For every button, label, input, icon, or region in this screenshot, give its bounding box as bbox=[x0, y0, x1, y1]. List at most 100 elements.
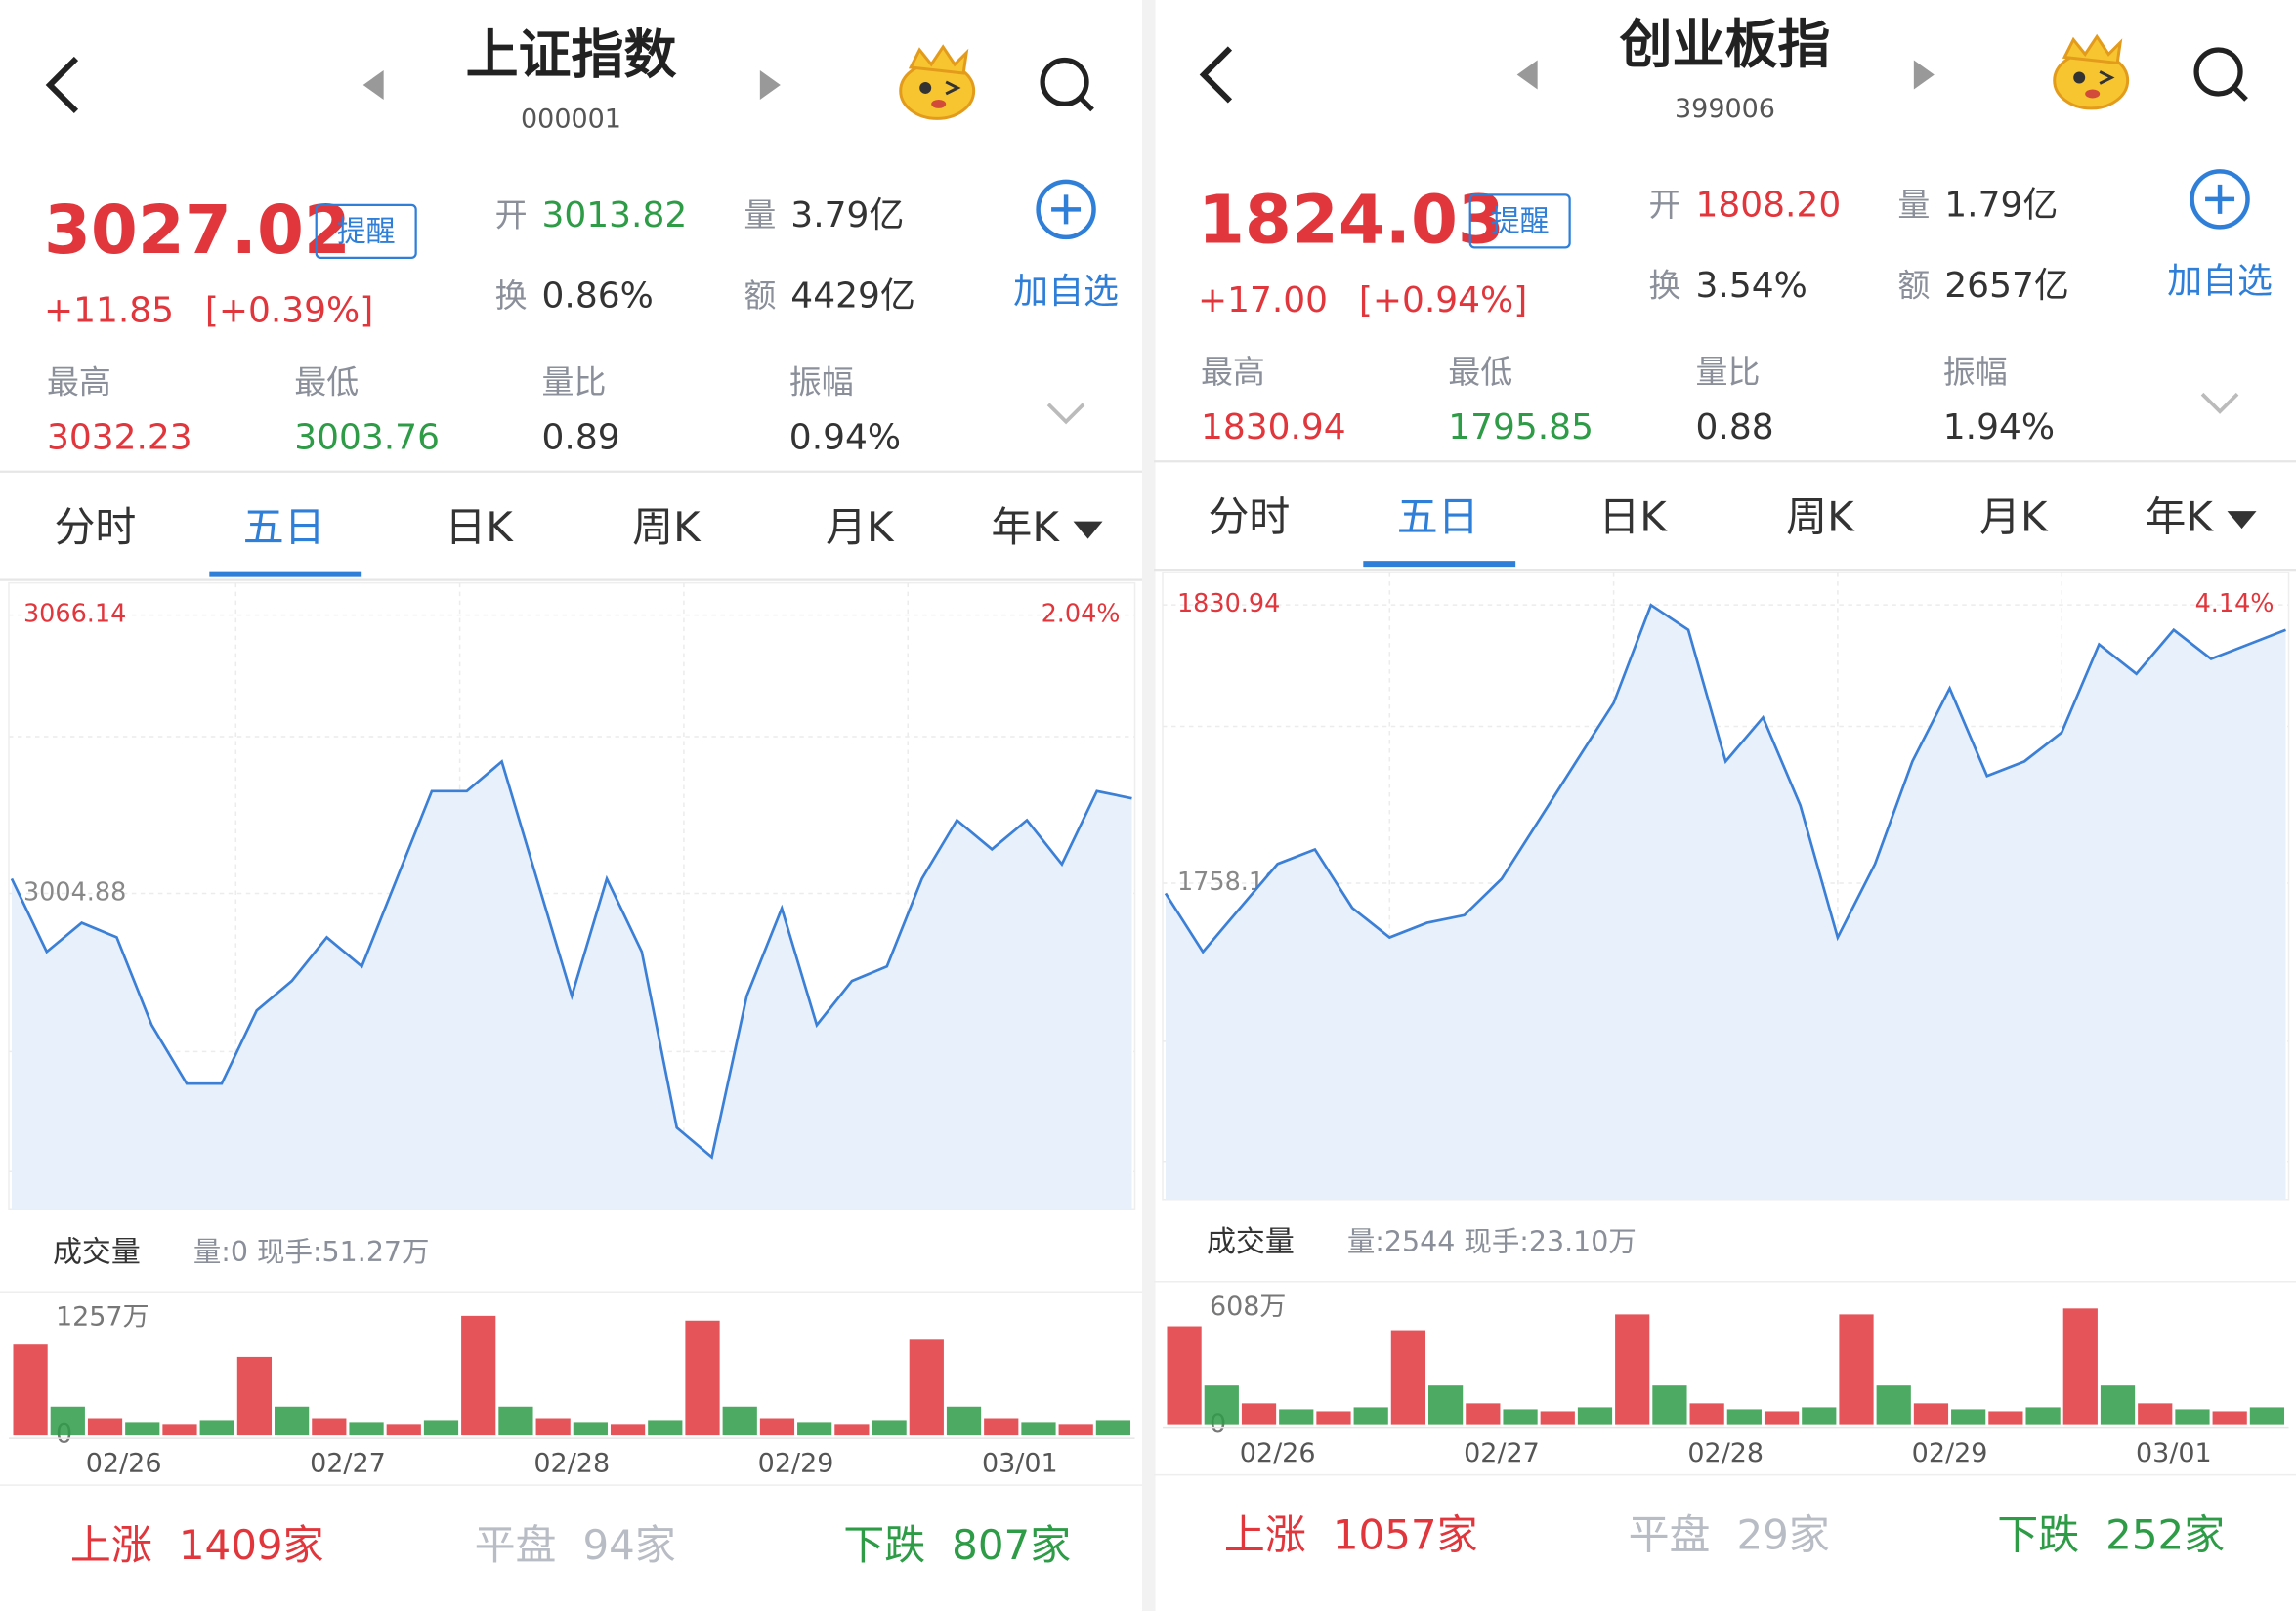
quote-label: 开 bbox=[495, 195, 528, 233]
mascot-icon[interactable] bbox=[899, 44, 976, 120]
volume-bar bbox=[461, 1315, 496, 1436]
volume-bar bbox=[759, 1418, 795, 1436]
period-tab[interactable]: 周K bbox=[1786, 493, 1855, 541]
quote-value: 1.79亿 bbox=[1944, 185, 2058, 225]
stat-value: 0.94% bbox=[789, 418, 901, 458]
price-line bbox=[10, 759, 1132, 1160]
prev-arrow[interactable] bbox=[1516, 60, 1538, 90]
quote-label: 量 bbox=[744, 195, 776, 233]
volume-bar bbox=[87, 1418, 123, 1436]
y2-tick-label: 2.04% bbox=[1042, 600, 1121, 629]
next-arrow[interactable] bbox=[1913, 60, 1935, 90]
add-watch-label[interactable]: 加自选 bbox=[2167, 261, 2273, 301]
remind-button[interactable] bbox=[315, 203, 417, 259]
x-tick-label: 02/26 bbox=[86, 1449, 162, 1479]
search-icon[interactable] bbox=[1040, 57, 1089, 107]
breadth-value: 1057家 bbox=[1333, 1511, 1478, 1559]
next-arrow[interactable] bbox=[759, 69, 781, 100]
x-tick-label: 02/28 bbox=[1687, 1438, 1764, 1468]
period-tab[interactable]: 月K bbox=[826, 503, 895, 551]
add-watch-label[interactable]: 加自选 bbox=[1013, 272, 1119, 312]
volume-bar bbox=[2175, 1409, 2210, 1425]
mascot-icon[interactable] bbox=[2053, 33, 2130, 110]
x-tick-label: 02/27 bbox=[310, 1449, 386, 1479]
volume-bar bbox=[797, 1422, 832, 1436]
volume-tick-label: 608万 bbox=[1210, 1292, 1286, 1322]
volume-bar bbox=[199, 1420, 234, 1436]
remind-label: 提醒 bbox=[1491, 204, 1550, 238]
period-tab[interactable]: 周K bbox=[632, 503, 702, 551]
search-handle bbox=[1079, 96, 1094, 112]
y2-tick-label: 4.14% bbox=[2195, 589, 2275, 618]
volume-bar bbox=[423, 1420, 459, 1436]
volume-bar bbox=[984, 1418, 1019, 1436]
add-watch-icon[interactable] bbox=[2190, 169, 2250, 230]
tab-underline bbox=[209, 571, 362, 577]
period-tab[interactable]: 分时 bbox=[1208, 493, 1290, 541]
volume-bar bbox=[2212, 1411, 2247, 1425]
period-tab[interactable]: 五日 bbox=[1397, 493, 1479, 541]
y-tick-label: 3066.14 bbox=[23, 600, 126, 629]
search-icon[interactable] bbox=[2193, 47, 2243, 97]
stat-value: 0.89 bbox=[542, 418, 620, 458]
period-tab[interactable]: 日K bbox=[1598, 493, 1668, 541]
chart-frame bbox=[8, 581, 1136, 1210]
price: 1824.03 bbox=[1198, 181, 1505, 259]
volume-bar bbox=[1021, 1422, 1056, 1436]
quote-value: 3013.82 bbox=[542, 195, 688, 235]
period-tab[interactable]: 分时 bbox=[54, 503, 136, 551]
tab-dropdown[interactable] bbox=[1073, 521, 1103, 539]
quote-label: 额 bbox=[1897, 266, 1930, 304]
period-tab[interactable]: 年K bbox=[991, 503, 1060, 551]
volume-bar bbox=[236, 1356, 273, 1436]
breadth-value: 807家 bbox=[952, 1521, 1071, 1569]
stat-label: 量比 bbox=[1696, 353, 1761, 391]
volume-bar bbox=[1466, 1403, 1501, 1425]
quote-value: 0.86% bbox=[542, 276, 654, 316]
period-tab[interactable]: 日K bbox=[445, 503, 514, 551]
volume-bar bbox=[275, 1406, 310, 1436]
mascot-wink bbox=[2099, 70, 2115, 85]
back-button[interactable] bbox=[1199, 46, 1233, 104]
x-tick-label: 02/29 bbox=[758, 1449, 834, 1479]
volume-bar bbox=[498, 1406, 533, 1436]
volume-bar bbox=[1058, 1424, 1093, 1436]
volume-bar bbox=[2249, 1407, 2285, 1425]
prev-arrow[interactable] bbox=[362, 69, 384, 100]
volume-bar bbox=[1279, 1409, 1314, 1425]
quote-value: 2657亿 bbox=[1944, 266, 2069, 306]
x-tick-label: 03/01 bbox=[982, 1449, 1058, 1479]
period-tab[interactable]: 年K bbox=[2145, 493, 2214, 541]
add-watch-icon[interactable] bbox=[1036, 179, 1096, 240]
quote-value: 4429亿 bbox=[790, 276, 915, 316]
price-area bbox=[1165, 605, 2286, 1200]
expand-chevron[interactable] bbox=[1046, 403, 1085, 425]
back-button[interactable] bbox=[45, 56, 79, 114]
tab-dropdown[interactable] bbox=[2227, 511, 2257, 530]
volume-bar bbox=[1652, 1385, 1687, 1425]
mascot-mouth bbox=[931, 99, 947, 108]
breadth-value: 29家 bbox=[1736, 1511, 1829, 1559]
stat-label: 最高 bbox=[1201, 353, 1265, 391]
volume-bar bbox=[2100, 1385, 2136, 1425]
period-tab[interactable]: 月K bbox=[1979, 493, 2049, 541]
stat-value: 0.88 bbox=[1696, 407, 1774, 447]
stat-value: 1.94% bbox=[1943, 407, 2055, 447]
expand-chevron[interactable] bbox=[2200, 392, 2239, 414]
period-tab[interactable]: 五日 bbox=[243, 503, 325, 551]
stat-value: 1795.85 bbox=[1448, 407, 1594, 447]
volume-bar bbox=[1241, 1403, 1277, 1425]
price-change-pct: [+0.39%] bbox=[205, 290, 373, 330]
volume-bar bbox=[535, 1418, 571, 1436]
volume-title: 成交量 bbox=[1207, 1225, 1295, 1259]
volume-info: 量:0 现手:51.27万 bbox=[193, 1236, 430, 1268]
remind-button[interactable] bbox=[1468, 193, 1571, 249]
volume-bar bbox=[1615, 1314, 1650, 1425]
volume-bar bbox=[648, 1420, 683, 1436]
search-handle bbox=[2232, 86, 2248, 102]
mascot-crown bbox=[2062, 33, 2123, 65]
volume-bar bbox=[909, 1339, 944, 1436]
